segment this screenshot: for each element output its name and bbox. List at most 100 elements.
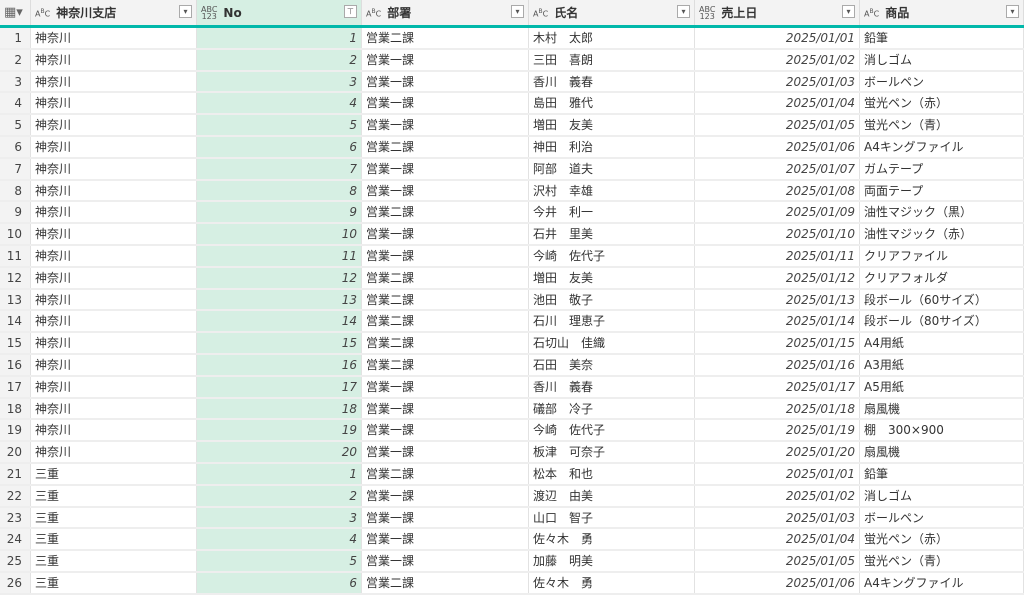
column-header-6[interactable]: ABC 商品 ▾ bbox=[860, 0, 1024, 25]
no-cell[interactable]: 5 bbox=[197, 115, 362, 135]
product-cell[interactable]: 油性マジック（黒） bbox=[860, 202, 1024, 223]
branch-cell[interactable]: 三重 bbox=[31, 507, 197, 528]
product-cell[interactable]: 消しゴム bbox=[860, 485, 1024, 506]
product-cell[interactable]: ガムテープ bbox=[860, 158, 1024, 179]
product-cell[interactable]: A5用紙 bbox=[860, 376, 1024, 397]
column-header-3[interactable]: ABC 部署 ▾ bbox=[362, 0, 529, 25]
branch-cell[interactable]: 神奈川 bbox=[31, 49, 197, 70]
department-cell[interactable]: 営業二課 bbox=[362, 289, 529, 310]
name-cell[interactable]: 香川 義春 bbox=[529, 71, 695, 92]
row-number[interactable]: 20 bbox=[0, 442, 31, 462]
date-cell[interactable]: 2025/01/08 bbox=[695, 180, 860, 201]
no-cell[interactable]: 18 bbox=[197, 398, 362, 419]
row-number[interactable]: 17 bbox=[0, 376, 31, 397]
no-cell[interactable]: 5 bbox=[197, 551, 362, 571]
row-number[interactable]: 7 bbox=[0, 158, 31, 179]
no-cell[interactable]: 11 bbox=[197, 245, 362, 266]
no-cell[interactable]: 20 bbox=[197, 442, 362, 462]
product-cell[interactable]: 蛍光ペン（赤） bbox=[860, 529, 1024, 550]
product-cell[interactable]: 棚 300×900 bbox=[860, 420, 1024, 441]
name-cell[interactable]: 池田 敬子 bbox=[529, 289, 695, 310]
date-cell[interactable]: 2025/01/11 bbox=[695, 245, 860, 266]
date-cell[interactable]: 2025/01/01 bbox=[695, 463, 860, 484]
row-number[interactable]: 25 bbox=[0, 551, 31, 571]
date-cell[interactable]: 2025/01/04 bbox=[695, 93, 860, 114]
date-cell[interactable]: 2025/01/16 bbox=[695, 354, 860, 375]
branch-cell[interactable]: 神奈川 bbox=[31, 289, 197, 310]
department-cell[interactable]: 営業一課 bbox=[362, 398, 529, 419]
name-cell[interactable]: 佐々木 勇 bbox=[529, 572, 695, 593]
row-number[interactable]: 6 bbox=[0, 136, 31, 157]
name-cell[interactable]: 山口 智子 bbox=[529, 507, 695, 528]
no-cell[interactable]: 9 bbox=[197, 202, 362, 223]
table-row[interactable]: 17 神奈川 17 営業一課 香川 義春 2025/01/17 A5用紙 bbox=[0, 376, 1024, 399]
date-cell[interactable]: 2025/01/05 bbox=[695, 115, 860, 135]
department-cell[interactable]: 営業一課 bbox=[362, 71, 529, 92]
department-cell[interactable]: 営業一課 bbox=[362, 224, 529, 244]
name-cell[interactable]: 木村 太郎 bbox=[529, 28, 695, 48]
row-number[interactable]: 10 bbox=[0, 224, 31, 244]
table-row[interactable]: 20 神奈川 20 営業一課 板津 可奈子 2025/01/20 扇風機 bbox=[0, 442, 1024, 464]
row-number[interactable]: 4 bbox=[0, 93, 31, 114]
department-cell[interactable]: 営業二課 bbox=[362, 354, 529, 375]
date-cell[interactable]: 2025/01/10 bbox=[695, 224, 860, 244]
row-number[interactable]: 5 bbox=[0, 115, 31, 135]
department-cell[interactable]: 営業一課 bbox=[362, 180, 529, 201]
name-cell[interactable]: 加藤 明美 bbox=[529, 551, 695, 571]
department-cell[interactable]: 営業二課 bbox=[362, 267, 529, 288]
date-cell[interactable]: 2025/01/17 bbox=[695, 376, 860, 397]
row-number[interactable]: 12 bbox=[0, 267, 31, 288]
column-header-1[interactable]: ABC 神奈川支店 ▾ bbox=[31, 0, 197, 25]
branch-cell[interactable]: 神奈川 bbox=[31, 136, 197, 157]
branch-cell[interactable]: 神奈川 bbox=[31, 267, 197, 288]
table-row[interactable]: 25 三重 5 営業一課 加藤 明美 2025/01/05 蛍光ペン（青） bbox=[0, 551, 1024, 573]
department-cell[interactable]: 営業一課 bbox=[362, 376, 529, 397]
branch-cell[interactable]: 神奈川 bbox=[31, 115, 197, 135]
date-cell[interactable]: 2025/01/06 bbox=[695, 136, 860, 157]
department-cell[interactable]: 営業二課 bbox=[362, 333, 529, 353]
name-cell[interactable]: 島田 雅代 bbox=[529, 93, 695, 114]
no-cell[interactable]: 6 bbox=[197, 572, 362, 593]
no-cell[interactable]: 2 bbox=[197, 49, 362, 70]
department-cell[interactable]: 営業二課 bbox=[362, 202, 529, 223]
name-cell[interactable]: 佐々木 勇 bbox=[529, 529, 695, 550]
table-row[interactable]: 19 神奈川 19 営業一課 今崎 佐代子 2025/01/19 棚 300×900 bbox=[0, 420, 1024, 443]
date-cell[interactable]: 2025/01/06 bbox=[695, 572, 860, 593]
department-cell[interactable]: 営業一課 bbox=[362, 529, 529, 550]
date-cell[interactable]: 2025/01/02 bbox=[695, 49, 860, 70]
no-cell[interactable]: 8 bbox=[197, 180, 362, 201]
product-cell[interactable]: 蛍光ペン（青） bbox=[860, 551, 1024, 571]
column-header-5[interactable]: ABC 123 売上日 ▾ bbox=[695, 0, 860, 25]
no-cell[interactable]: 10 bbox=[197, 224, 362, 244]
branch-cell[interactable]: 神奈川 bbox=[31, 224, 197, 244]
date-cell[interactable]: 2025/01/04 bbox=[695, 529, 860, 550]
no-cell[interactable]: 4 bbox=[197, 93, 362, 114]
product-cell[interactable]: A4用紙 bbox=[860, 333, 1024, 353]
department-cell[interactable]: 営業一課 bbox=[362, 507, 529, 528]
table-row[interactable]: 10 神奈川 10 営業一課 石井 里美 2025/01/10 油性マジック（赤） bbox=[0, 224, 1024, 246]
row-number[interactable]: 24 bbox=[0, 529, 31, 550]
product-cell[interactable]: 扇風機 bbox=[860, 398, 1024, 419]
table-row[interactable]: 13 神奈川 13 営業二課 池田 敬子 2025/01/13 段ボール（60サイズ） bbox=[0, 289, 1024, 312]
no-cell[interactable]: 15 bbox=[197, 333, 362, 353]
branch-cell[interactable]: 神奈川 bbox=[31, 442, 197, 462]
no-cell[interactable]: 6 bbox=[197, 136, 362, 157]
table-row[interactable]: 24 三重 4 営業一課 佐々木 勇 2025/01/04 蛍光ペン（赤） bbox=[0, 529, 1024, 552]
name-cell[interactable]: 香川 義春 bbox=[529, 376, 695, 397]
department-cell[interactable]: 営業一課 bbox=[362, 420, 529, 441]
product-cell[interactable]: 蛍光ペン（青） bbox=[860, 115, 1024, 135]
department-cell[interactable]: 営業一課 bbox=[362, 245, 529, 266]
name-cell[interactable]: 石切山 佳織 bbox=[529, 333, 695, 353]
row-number[interactable]: 1 bbox=[0, 28, 31, 48]
table-row[interactable]: 12 神奈川 12 営業二課 増田 友美 2025/01/12 クリアフォルダ bbox=[0, 267, 1024, 290]
table-row[interactable]: 5 神奈川 5 営業一課 増田 友美 2025/01/05 蛍光ペン（青） bbox=[0, 115, 1024, 137]
table-row[interactable]: 15 神奈川 15 営業二課 石切山 佳織 2025/01/15 A4用紙 bbox=[0, 333, 1024, 355]
date-cell[interactable]: 2025/01/15 bbox=[695, 333, 860, 353]
name-cell[interactable]: 増田 友美 bbox=[529, 267, 695, 288]
branch-cell[interactable]: 三重 bbox=[31, 463, 197, 484]
product-cell[interactable]: ボールペン bbox=[860, 507, 1024, 528]
no-cell[interactable]: 19 bbox=[197, 420, 362, 441]
no-cell[interactable]: 12 bbox=[197, 267, 362, 288]
dropdown-icon[interactable]: ▾ bbox=[842, 5, 855, 18]
table-row[interactable]: 3 神奈川 3 営業一課 香川 義春 2025/01/03 ボールペン bbox=[0, 71, 1024, 94]
